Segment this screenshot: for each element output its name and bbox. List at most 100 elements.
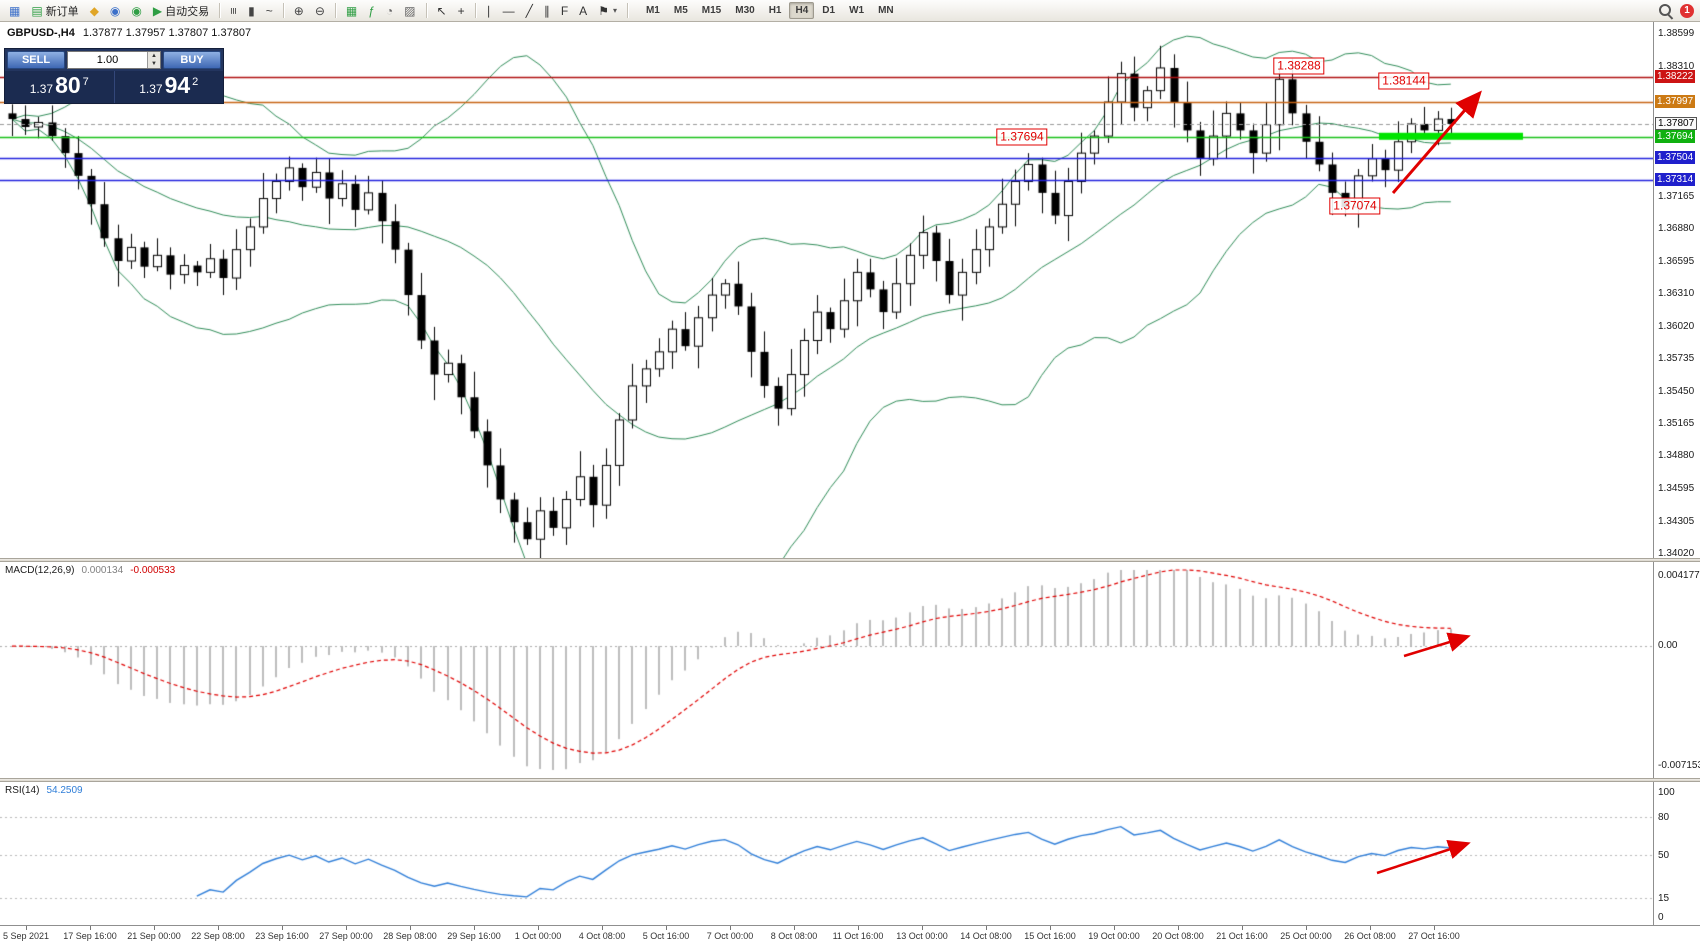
- axis-tick-label: 1.35165: [1658, 417, 1695, 429]
- timeframe-mn-button[interactable]: MN: [878, 5, 894, 16]
- line-chart-icon-button[interactable]: ~: [261, 1, 278, 21]
- timeframe-h4-button[interactable]: H4: [789, 2, 815, 19]
- trendline-icon: ╱: [525, 3, 533, 18]
- time-axis-tick: [1306, 926, 1307, 930]
- data-window-icon-button[interactable]: ◉: [126, 1, 146, 21]
- macd-chart-canvas[interactable]: [0, 562, 1653, 778]
- market-watch-icon-button[interactable]: ◉: [105, 1, 125, 21]
- macd-main-value: 0.000134: [81, 565, 124, 576]
- rsi-label: RSI(14) 54.2509: [5, 785, 83, 796]
- axis-tick-label: 1.36595: [1658, 255, 1695, 267]
- bars-chart-icon-button[interactable]: ≡: [225, 1, 242, 21]
- rsi-panel: RSI(14) 54.2509 100 80 50 15 0: [0, 782, 1700, 925]
- rsi-axis[interactable]: 100 80 50 15 0: [1653, 782, 1700, 925]
- toolbar-separator: [282, 3, 284, 18]
- timeframe-m15-button[interactable]: M15: [701, 5, 722, 16]
- timeframe-m5-button[interactable]: M5: [673, 5, 688, 16]
- candlestick-chart-icon: ▮: [248, 3, 255, 18]
- period-icon: ◔: [385, 3, 394, 18]
- time-axis-label: 21 Oct 16:00: [1216, 931, 1268, 941]
- time-axis-label: 26 Oct 08:00: [1344, 931, 1396, 941]
- time-axis-label: 11 Oct 16:00: [832, 931, 884, 941]
- zoom-out-icon-button[interactable]: ⊖: [310, 1, 330, 21]
- price-annotation-box[interactable]: 1.38144: [1378, 72, 1430, 90]
- price-axis[interactable]: 1.38599 1.38310 1.37165 1.36880 1.36595 1.363…: [1653, 22, 1700, 559]
- horizontal-line-icon-button[interactable]: —: [498, 1, 520, 21]
- toolbar-separator: [219, 3, 221, 18]
- new-order-button[interactable]: ▤ 新订单: [26, 1, 83, 21]
- sell-price-display[interactable]: 1.37 80 7: [5, 71, 115, 103]
- tile-windows-icon-button[interactable]: ▦: [341, 1, 362, 21]
- price-annotation-box[interactable]: 1.37074: [1329, 197, 1381, 215]
- time-axis-label: 17 Sep 16:00: [63, 931, 117, 941]
- macd-label: MACD(12,26,9) 0.000134 -0.000533: [5, 565, 175, 576]
- sell-price-base: 1.37: [29, 82, 54, 96]
- price-level-badge: 1.37997: [1655, 95, 1696, 109]
- rsi-panel-splitter[interactable]: [0, 778, 1700, 782]
- notification-badge[interactable]: 1: [1680, 3, 1694, 18]
- arrows-tool-icon-button[interactable]: ⚑ ▾: [593, 1, 622, 21]
- toolbar-separator: [334, 3, 336, 18]
- indicators-icon-button[interactable]: ƒ: [363, 1, 380, 21]
- time-axis-label: 22 Sep 08:00: [191, 931, 245, 941]
- axis-tick-label: 1.34880: [1658, 450, 1695, 462]
- price-level-badge: 1.37314: [1655, 172, 1696, 186]
- chart-workspace: GBPUSD-,H4 1.37877 1.37957 1.37807 1.3780…: [0, 22, 1700, 945]
- chart-window-icon-button[interactable]: ▦: [4, 1, 25, 21]
- buy-price-display[interactable]: 1.37 94 2: [115, 71, 224, 103]
- sell-button[interactable]: SELL: [7, 51, 65, 69]
- vertical-line-icon: ∣: [485, 3, 492, 18]
- time-axis-tick: [858, 926, 859, 930]
- macd-panel-splitter[interactable]: [0, 558, 1700, 562]
- price-annotation-box[interactable]: 1.37694: [996, 128, 1048, 146]
- macd-name: MACD(12,26,9): [5, 565, 75, 576]
- symbol-timeframe-label: GBPUSD-,H4: [7, 27, 75, 39]
- buy-button[interactable]: BUY: [163, 51, 221, 69]
- time-axis-tick: [282, 926, 283, 930]
- lot-size-field[interactable]: 1.00 ▲ ▼: [67, 51, 161, 69]
- time-axis-tick: [410, 926, 411, 930]
- fibonacci-icon-button[interactable]: F: [556, 1, 573, 21]
- templates-icon: ▨: [404, 3, 416, 18]
- timeframe-d1-button[interactable]: D1: [822, 5, 836, 16]
- time-axis-label: 20 Oct 08:00: [1152, 931, 1204, 941]
- time-axis-label: 13 Oct 00:00: [896, 931, 948, 941]
- templates-icon-button[interactable]: ▨: [399, 1, 420, 21]
- zoom-in-icon-button[interactable]: ⊕: [289, 1, 309, 21]
- mql5-community-icon-button[interactable]: ◆: [85, 1, 104, 21]
- time-axis-label: 21 Sep 00:00: [127, 931, 181, 941]
- price-annotation-box[interactable]: 1.38288: [1273, 57, 1325, 75]
- vertical-line-icon-button[interactable]: ∣: [481, 1, 497, 21]
- lot-decrease-button[interactable]: ▼: [148, 60, 160, 68]
- axis-tick-label: 1.36020: [1658, 320, 1695, 332]
- candlestick-chart-icon-button[interactable]: ▮: [243, 1, 260, 21]
- timeframe-m1-button[interactable]: M1: [645, 5, 660, 16]
- indicators-icon: ƒ: [368, 3, 375, 18]
- period-icon-button[interactable]: ◔: [381, 1, 398, 21]
- timeframe-m30-button[interactable]: M30: [735, 5, 755, 16]
- axis-tick-label: 0.00: [1658, 640, 1678, 652]
- equidistant-channel-icon-button[interactable]: ∥: [539, 1, 555, 21]
- text-label-icon-button[interactable]: A: [574, 1, 592, 21]
- timeframe-w1-button[interactable]: W1: [849, 5, 865, 16]
- time-axis-label: 28 Sep 08:00: [383, 931, 437, 941]
- lot-size-value[interactable]: 1.00: [96, 54, 119, 66]
- crosshair-icon-button[interactable]: +: [453, 1, 470, 21]
- equidistant-channel-icon: ∥: [543, 3, 550, 18]
- timeframe-h1-button[interactable]: H1: [768, 5, 782, 16]
- lot-increase-button[interactable]: ▲: [148, 52, 160, 60]
- cursor-icon-button[interactable]: ↖: [432, 1, 452, 21]
- time-axis[interactable]: 5 Sep 2021 17 Sep 16:00 21 Sep 00:00 22 Sep…: [0, 925, 1700, 945]
- macd-axis[interactable]: 0.004177 0.00 -0.007153: [1653, 562, 1700, 778]
- time-axis-tick: [1114, 926, 1115, 930]
- trendline-icon-button[interactable]: ╱: [521, 1, 538, 21]
- time-axis-label: 1 Oct 00:00: [514, 931, 562, 941]
- price-chart-canvas[interactable]: [0, 22, 1653, 558]
- fibonacci-icon: F: [560, 3, 569, 18]
- time-axis-label: 27 Oct 16:00: [1408, 931, 1460, 941]
- price-level-badge: 1.37694: [1655, 129, 1696, 143]
- one-click-price-row: 1.37 80 7 1.37 94 2: [5, 71, 223, 103]
- search-icon[interactable]: [1658, 3, 1673, 18]
- autotrading-button[interactable]: ▶ 自动交易: [148, 1, 214, 21]
- rsi-chart-canvas[interactable]: [0, 782, 1653, 925]
